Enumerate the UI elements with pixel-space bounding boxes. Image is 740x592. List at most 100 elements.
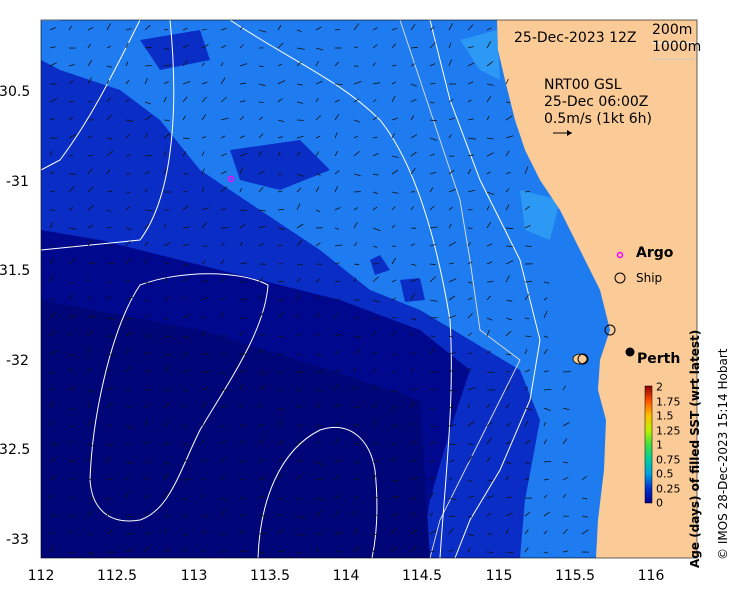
current-vector: [391, 546, 397, 553]
current-vector: [296, 497, 302, 499]
current-vector: [391, 456, 396, 463]
current-vector: [353, 478, 359, 481]
current-vector: [372, 419, 377, 427]
current-vector: [68, 258, 75, 265]
current-vector: [353, 150, 360, 157]
current-vector: [163, 335, 171, 338]
current-vector: [315, 97, 319, 103]
current-vector: [49, 151, 53, 157]
current-vector: [391, 257, 396, 265]
x-tick: 113.5: [249, 568, 291, 584]
current-vector: [163, 353, 171, 356]
current-vector: [49, 458, 56, 463]
current-vector: [258, 29, 267, 33]
current-vector: [505, 496, 513, 499]
current-vector: [68, 154, 74, 157]
current-vector: [429, 441, 436, 445]
current-vector: [372, 206, 378, 211]
current-vector: [334, 227, 339, 230]
current-vector: [87, 262, 96, 265]
current-vector: [429, 347, 435, 355]
current-vector: [486, 317, 493, 321]
current-vector: [182, 226, 190, 229]
current-vector: [334, 459, 342, 463]
current-vector: [410, 529, 417, 535]
current-vector: [543, 348, 548, 355]
current-vector: [543, 494, 548, 499]
current-vector: [467, 367, 471, 373]
current-vector: [87, 330, 93, 337]
current-vector: [239, 478, 245, 481]
current-vector: [296, 533, 305, 536]
current-vector: [334, 83, 343, 85]
current-vector: [144, 46, 152, 49]
current-vector: [429, 101, 435, 104]
current-vector: [296, 515, 305, 519]
current-vector: [182, 205, 189, 211]
current-vector: [296, 404, 302, 409]
current-vector: [49, 514, 58, 517]
colorbar-title: Age (days) of filled SST (wrt latest): [688, 329, 702, 568]
x-tick: 116: [637, 568, 665, 584]
current-vector: [296, 151, 301, 157]
current-vector: [125, 425, 134, 429]
current-vector: [258, 458, 264, 463]
current-vector: [106, 226, 112, 229]
current-vector: [49, 190, 55, 193]
contour-legend-200m: 200m: [652, 22, 693, 38]
current-vector: [277, 190, 283, 193]
current-vector: [125, 119, 134, 123]
current-vector: [486, 403, 491, 409]
current-vector: [258, 65, 264, 68]
current-vector: [524, 225, 531, 229]
current-vector: [144, 494, 149, 499]
current-vector: [182, 479, 191, 481]
current-vector: [106, 23, 111, 31]
current-vector: [429, 205, 435, 211]
current-vector: [505, 330, 512, 337]
current-vector: [49, 245, 55, 247]
current-vector: [486, 479, 494, 481]
current-vector: [220, 186, 228, 193]
current-vector: [239, 209, 248, 212]
current-vector: [410, 63, 416, 67]
current-vector: [448, 335, 454, 338]
current-vector: [467, 62, 475, 67]
current-vector: [87, 295, 92, 301]
current-vector: [334, 61, 339, 67]
current-vector: [486, 456, 491, 463]
current-vector: [106, 80, 110, 85]
current-vector: [106, 209, 111, 212]
current-vector: [543, 389, 552, 391]
current-vector: [486, 495, 494, 499]
current-vector: [144, 209, 153, 212]
current-vector: [277, 407, 284, 411]
current-vector: [429, 226, 438, 229]
current-vector: [372, 351, 378, 355]
current-vector: [277, 136, 283, 139]
current-vector: [106, 65, 112, 68]
current-vector: [372, 62, 376, 67]
current-vector: [182, 369, 190, 373]
current-vector: [258, 170, 266, 175]
current-vector: [106, 262, 115, 265]
current-vector: [410, 351, 415, 355]
current-vector: [486, 295, 492, 301]
current-vector: [543, 439, 547, 445]
current-vector: [49, 371, 55, 375]
current-vector: [296, 263, 303, 266]
current-vector: [429, 171, 437, 175]
current-vector: [372, 116, 378, 121]
current-vector: [239, 82, 246, 85]
current-vector: [144, 511, 148, 517]
current-vector: [524, 166, 529, 175]
current-vector: [353, 23, 360, 31]
current-vector: [467, 281, 473, 284]
current-vector: [334, 312, 338, 319]
current-vector: [448, 42, 452, 49]
current-vector: [448, 389, 456, 393]
current-vector: [182, 243, 189, 247]
current-vector: [524, 529, 529, 535]
current-vector: [125, 258, 131, 265]
colorbar-tick: 1.75: [656, 395, 681, 409]
